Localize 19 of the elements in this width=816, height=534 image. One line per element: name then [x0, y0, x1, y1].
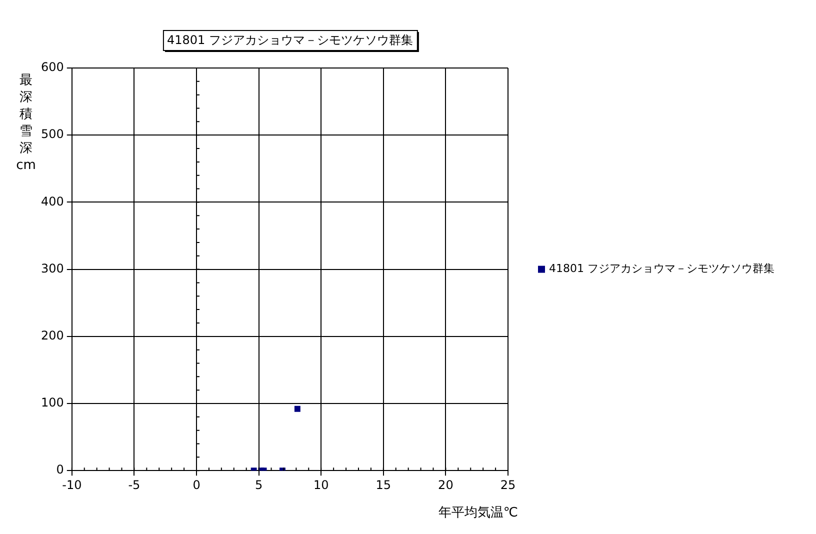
y-tick-label: 100 — [41, 396, 64, 410]
y-tick-label: 0 — [56, 462, 64, 477]
chart-title: 41801 フジアカショウマ－シモツケソウ群集 — [166, 33, 413, 48]
legend-label: 41801 フジアカショウマ－シモツケソウ群集 — [549, 262, 774, 276]
x-tick-label: 0 — [192, 478, 200, 492]
x-axis-title: 年平均気温℃ — [438, 505, 518, 520]
x-tick-label: 5 — [254, 478, 263, 492]
x-tick-label: 20 — [438, 478, 454, 492]
x-tick-label: 25 — [500, 478, 516, 492]
y-tick-label: 200 — [41, 328, 64, 343]
y-tick-label: 300 — [41, 261, 64, 276]
x-tick-label: -10 — [62, 478, 82, 492]
x-tick-label: 15 — [376, 478, 392, 492]
y-axis-title: 最深積雪深cm — [16, 72, 36, 173]
x-tick-label: -5 — [128, 478, 140, 492]
y-tick-label: 400 — [41, 194, 64, 208]
y-tick-label: 500 — [41, 127, 64, 142]
y-tick-label: 600 — [41, 60, 64, 74]
x-tick-label: 10 — [313, 478, 329, 492]
